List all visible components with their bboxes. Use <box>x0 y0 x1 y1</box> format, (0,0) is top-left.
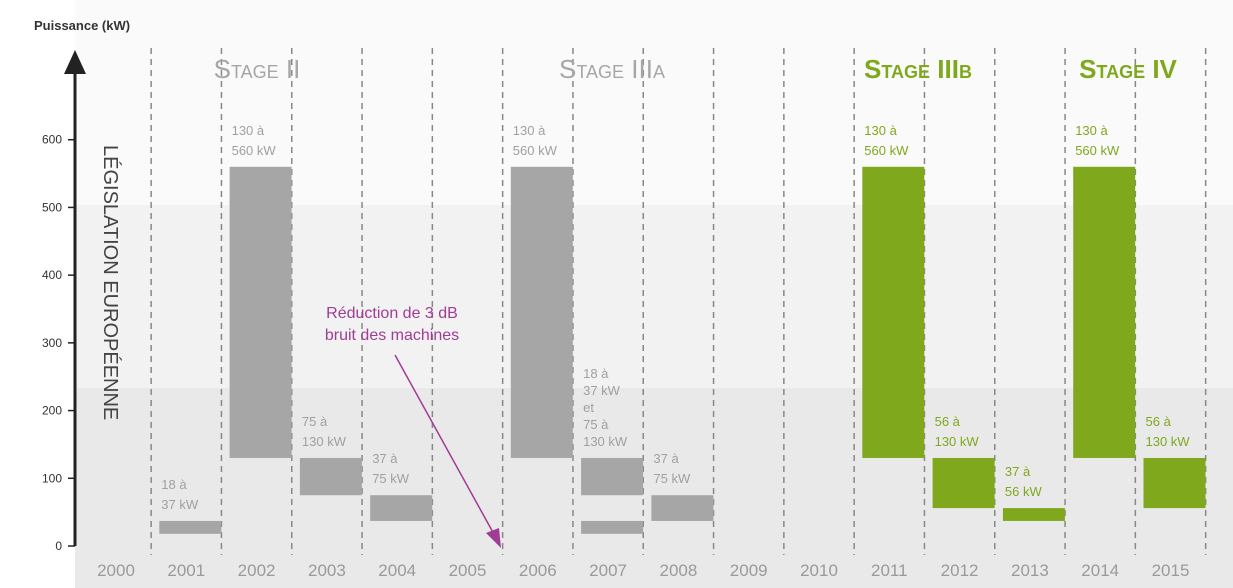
x-tick-label: 2008 <box>659 561 697 580</box>
y-tick-label: 500 <box>42 200 62 214</box>
bar <box>862 166 925 458</box>
data-label: 18 à <box>161 477 187 492</box>
x-tick-label: 2002 <box>238 561 276 580</box>
bar <box>1073 166 1136 458</box>
x-tick-label: 2007 <box>589 561 627 580</box>
axis-arrow <box>64 50 86 74</box>
data-label: 37 kW <box>583 383 621 398</box>
data-label: et <box>583 400 594 415</box>
bar <box>229 166 292 458</box>
bar <box>651 495 714 521</box>
data-label: 56 à <box>935 414 961 429</box>
y-tick-label: 300 <box>42 336 62 350</box>
bar <box>159 520 222 534</box>
annotation: Réduction de 3 dB <box>326 305 458 322</box>
x-tick-label: 2005 <box>449 561 487 580</box>
x-tick-label: 2010 <box>800 561 838 580</box>
stage-label: Stage IIIb <box>864 54 972 84</box>
data-label: 75 à <box>583 417 609 432</box>
bar <box>510 166 573 458</box>
bar <box>370 495 433 521</box>
y-tick-label: 600 <box>42 133 62 147</box>
stage-label: Stage IV <box>1079 54 1177 84</box>
bar <box>932 457 995 509</box>
x-tick-label: 2014 <box>1081 561 1119 580</box>
annotation: bruit des machines <box>325 327 459 344</box>
data-label: 56 kW <box>1005 484 1043 499</box>
data-label: 130 kW <box>1146 434 1191 449</box>
x-tick-label: 2011 <box>871 561 908 580</box>
bar <box>299 457 362 496</box>
data-label: 560 kW <box>1075 143 1120 158</box>
y-tick-label: 200 <box>42 404 62 418</box>
stage-label: Stage IIIa <box>559 54 665 84</box>
bar <box>1143 457 1206 509</box>
data-label: 56 à <box>1146 414 1172 429</box>
x-tick-label: 2013 <box>1011 561 1049 580</box>
x-tick-label: 2000 <box>97 561 135 580</box>
y-tick-label: 100 <box>42 471 62 485</box>
data-label: 37 à <box>1005 464 1031 479</box>
side-label: LÉGISLATION EUROPÉENNE <box>99 145 122 420</box>
data-label: 75 à <box>302 414 328 429</box>
annotation-arrowhead <box>486 528 501 548</box>
data-label: 130 à <box>1075 123 1108 138</box>
x-tick-label: 2012 <box>941 561 979 580</box>
data-label: 130 kW <box>583 434 628 449</box>
data-label: 37 kW <box>161 497 199 512</box>
bar <box>581 520 644 534</box>
data-label: 130 à <box>513 123 546 138</box>
data-label: 37 à <box>653 451 679 466</box>
x-tick-label: 2003 <box>308 561 346 580</box>
data-label: 560 kW <box>864 143 909 158</box>
data-label: 560 kW <box>513 143 558 158</box>
data-label: 130 kW <box>935 434 980 449</box>
x-tick-label: 2015 <box>1152 561 1190 580</box>
data-label: 560 kW <box>232 143 277 158</box>
bar <box>581 457 644 496</box>
x-tick-label: 2001 <box>167 561 205 580</box>
data-label: 130 kW <box>302 434 347 449</box>
annotation-arrow <box>394 354 496 537</box>
data-label: 75 kW <box>372 471 410 486</box>
x-tick-label: 2006 <box>519 561 557 580</box>
data-label: 18 à <box>583 366 609 381</box>
data-label: 75 kW <box>653 471 691 486</box>
data-label: 130 à <box>232 123 265 138</box>
y-tick-label: 400 <box>42 268 62 282</box>
x-tick-label: 2004 <box>378 561 416 580</box>
y-tick-label: 0 <box>55 539 62 553</box>
data-label: 130 à <box>864 123 897 138</box>
y-axis-title: Puissance (kW) <box>34 18 130 33</box>
data-label: 37 à <box>372 451 398 466</box>
stage-label: Stage II <box>214 54 301 84</box>
x-tick-label: 2009 <box>730 561 768 580</box>
bar <box>1002 508 1065 521</box>
